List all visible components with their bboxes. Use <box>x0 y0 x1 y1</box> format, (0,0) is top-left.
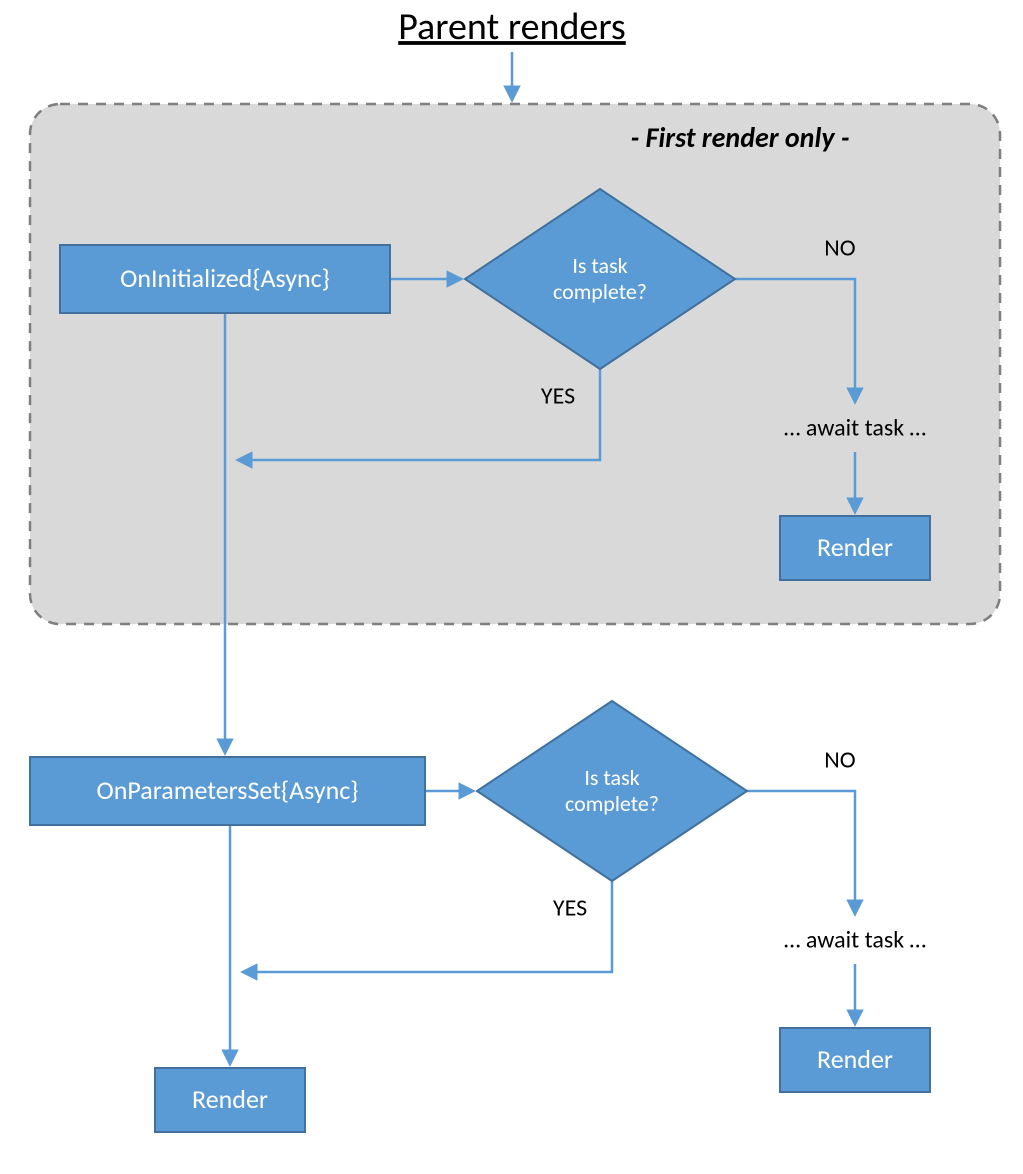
label-yes2: YES <box>553 894 587 923</box>
flowchart-canvas: Parent renders - First render only - OnIni… <box>0 0 1023 1174</box>
label-no1: NO <box>824 234 855 263</box>
node-render2-label: Render <box>817 1043 893 1075</box>
node-d2-line1: Is task <box>584 764 639 791</box>
node-d1-line1: Is task <box>572 252 627 279</box>
node-render3-label: Render <box>192 1083 268 1115</box>
label-yes1: YES <box>541 382 575 411</box>
node-d2-line2: complete? <box>565 790 659 817</box>
node-onparams-label: OnParametersSet{Async} <box>97 774 359 806</box>
node-await1: … await task … <box>784 414 926 443</box>
node-d1-line2: complete? <box>553 278 647 305</box>
node-render1-label: Render <box>817 531 893 563</box>
node-oninit-label: OnInitialized{Async} <box>120 262 330 294</box>
diagram-title: Parent renders <box>398 4 626 50</box>
label-no2: NO <box>824 746 855 775</box>
node-await2: … await task … <box>784 926 926 955</box>
first-render-region-label: - First render only - <box>631 120 850 155</box>
